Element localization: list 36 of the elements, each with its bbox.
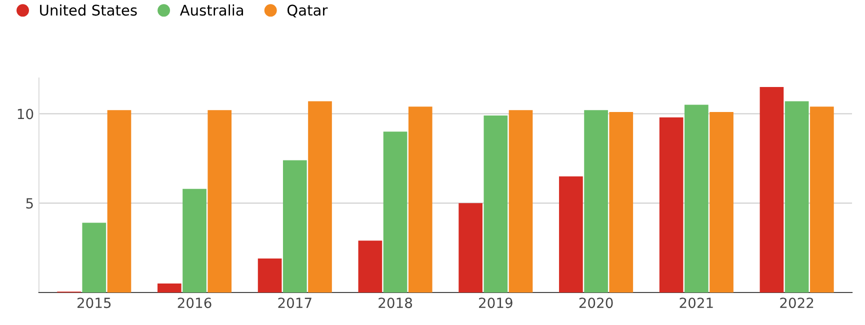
bar xyxy=(208,110,232,292)
bar xyxy=(760,86,784,292)
bar xyxy=(508,110,533,292)
y-tick-label: 5 xyxy=(26,198,33,209)
x-tick-label: 2019 xyxy=(479,298,512,308)
legend-label: Qatar xyxy=(287,4,328,18)
x-tick-label: 2020 xyxy=(579,298,613,308)
bar xyxy=(182,188,206,292)
bar xyxy=(559,176,583,292)
bar xyxy=(358,240,382,292)
bar xyxy=(659,117,684,292)
bar xyxy=(684,104,708,292)
x-tick-label: 2018 xyxy=(378,298,412,308)
bar xyxy=(584,110,608,292)
x-tick-label: 2022 xyxy=(780,298,814,308)
bar xyxy=(408,106,432,292)
bar xyxy=(308,101,332,292)
bar xyxy=(458,203,482,292)
bar xyxy=(282,160,307,292)
bar xyxy=(383,132,408,292)
x-tick-label: 2016 xyxy=(178,298,212,308)
bar xyxy=(82,222,106,292)
x-tick-label: 2017 xyxy=(278,298,312,308)
y-tick-label: 10 xyxy=(18,108,34,120)
bar xyxy=(158,284,182,292)
legend-label: United States xyxy=(40,4,137,16)
bar xyxy=(710,112,734,292)
bar xyxy=(609,112,634,292)
bar xyxy=(784,101,809,292)
legend-label: Australia xyxy=(180,4,244,16)
bar xyxy=(107,110,132,292)
x-tick-label: 2015 xyxy=(77,298,111,308)
bar xyxy=(810,106,834,292)
bar xyxy=(484,116,508,292)
x-tick-label: 2021 xyxy=(680,298,713,308)
bar xyxy=(258,258,282,292)
